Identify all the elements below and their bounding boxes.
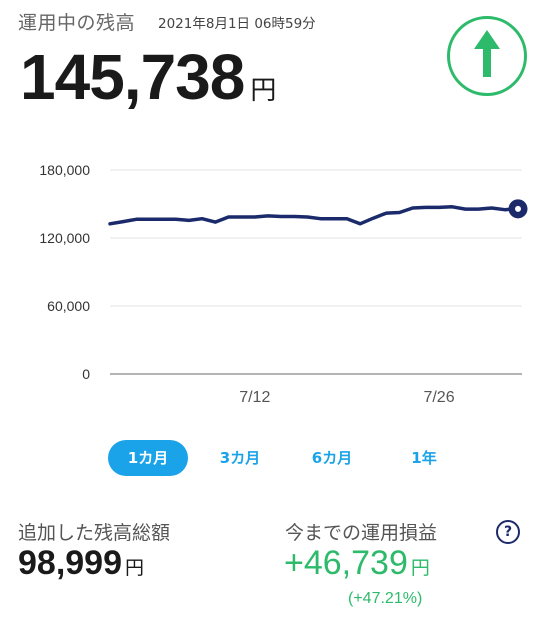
x-tick-label: 7/26 [423,389,454,406]
balance-line [108,205,520,226]
profit-unit: 円 [410,557,430,579]
y-tick-label: 120,000 [39,230,90,246]
y-tick-label: 60,000 [47,298,90,314]
profit-row: +46,739 円 [284,544,430,583]
balance-unit: 円 [250,76,277,106]
added-total-value: 98,999 [18,544,122,582]
range-tab-6-months[interactable]: 6カ月 [311,449,353,467]
balance-row: 145,738 円 [20,40,276,114]
chart-y-axis: 180,000 120,000 60,000 0 [39,162,90,382]
x-tick-label: 7/12 [239,389,270,406]
trend-badge [447,16,527,96]
current-point-dot [515,205,521,212]
profit-label: 今までの運用損益 [285,522,438,544]
balance-label: 運用中の残高 [18,12,136,34]
range-tab-1-month[interactable]: 1カ月 [108,440,188,476]
balance-amount: 145,738 [20,41,245,113]
y-tick-label: 180,000 [39,162,90,178]
chart-grid [110,169,522,375]
added-total-label: 追加した残高総額 [18,522,171,544]
range-tabs: 1カ月 3カ月 6カ月 1年 [108,440,476,476]
profit-percent: (+47.21%) [348,590,423,607]
balance-chart: 180,000 120,000 60,000 0 7/12 7/26 [39,162,528,406]
profit-value: +46,739 [284,544,408,582]
added-total-unit: 円 [125,557,145,579]
added-total-row: 98,999 円 [18,544,144,583]
question-circle-icon[interactable]: ? [496,520,520,544]
chart-x-axis: 7/12 7/26 [239,389,455,406]
range-tab-1-year[interactable]: 1年 [411,449,437,467]
chart-series [108,199,528,226]
range-tab-3-months[interactable]: 3カ月 [219,449,261,467]
arrow-up-icon [474,30,500,77]
y-tick-label: 0 [82,366,90,382]
balance-timestamp: 2021年8月1日 06時59分 [158,16,316,32]
